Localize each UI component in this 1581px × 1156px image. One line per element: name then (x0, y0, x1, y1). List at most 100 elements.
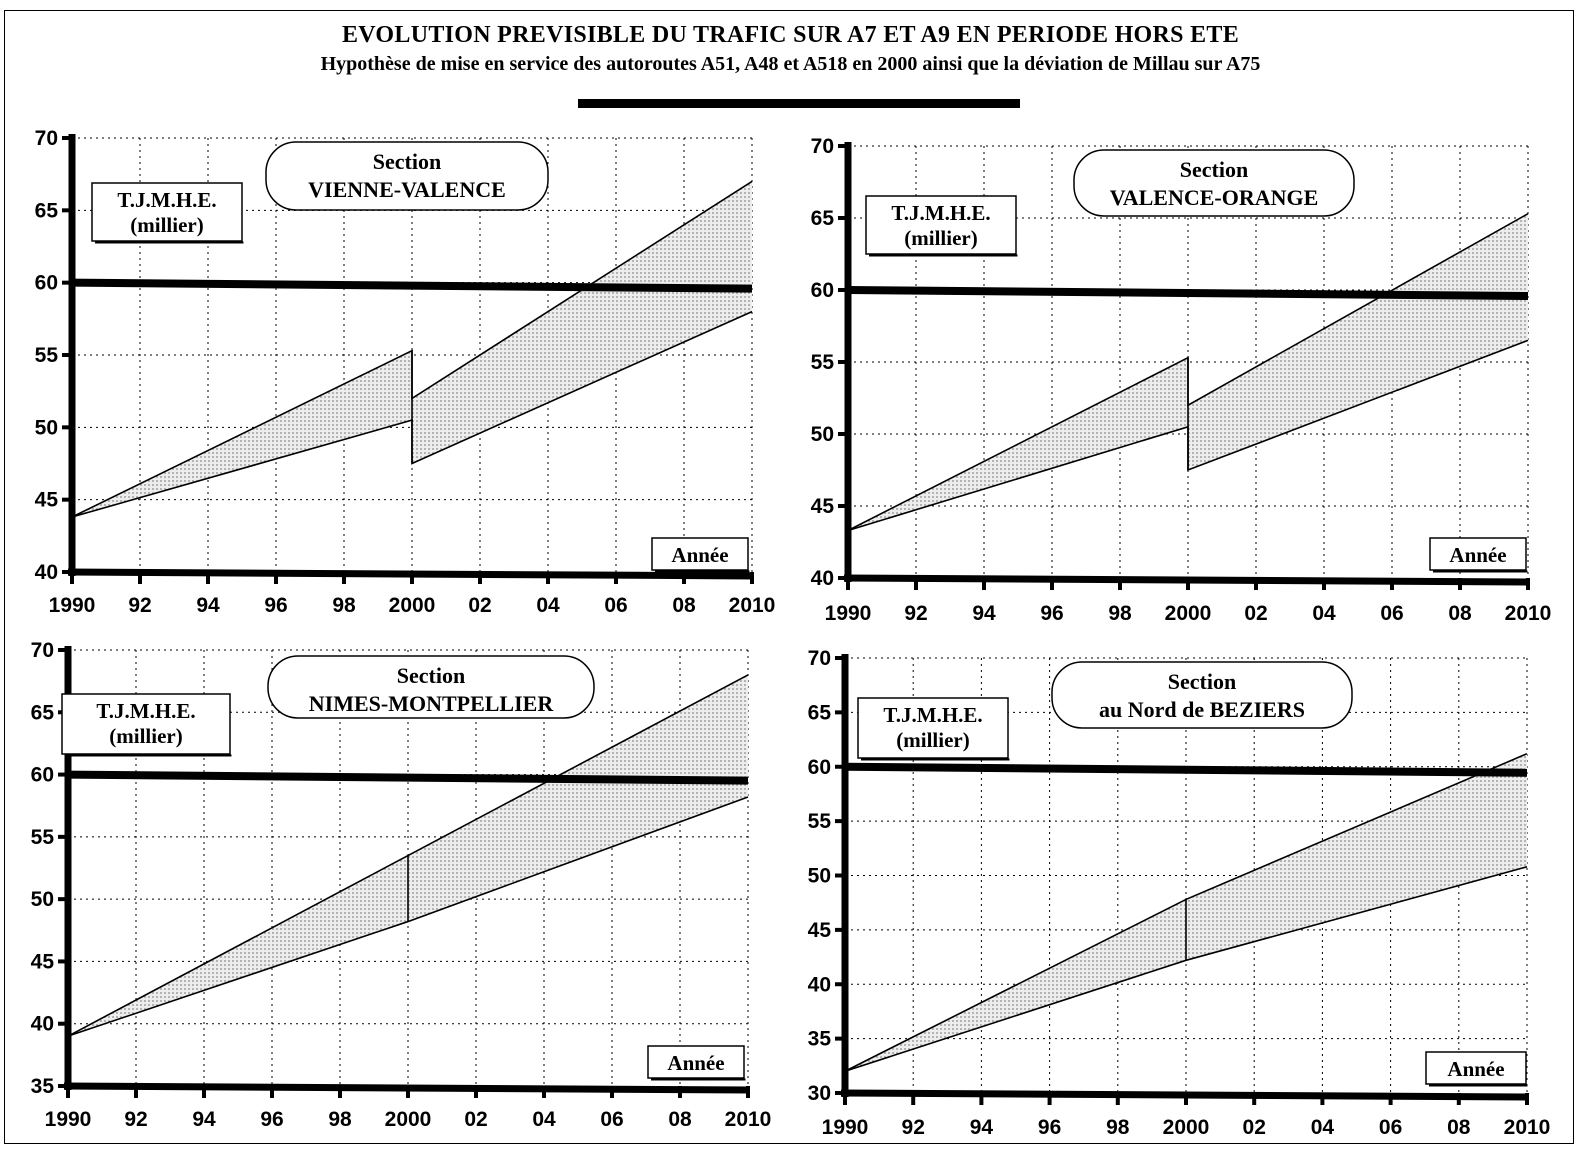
ylabel-text: T.J.M.H.E. (96, 699, 195, 723)
x-tick-label: 94 (192, 1108, 216, 1131)
section-box (265, 141, 549, 211)
y-tick-label: 70 (808, 647, 831, 670)
y-tick-label: 55 (808, 810, 832, 833)
series-line-lower (67, 796, 749, 1037)
section-label: Section (397, 663, 465, 688)
x-tick-label: 04 (1312, 602, 1336, 625)
band-area-after-2000 (1186, 753, 1527, 961)
threshold-line-60 (847, 286, 1529, 300)
x-tick-label: 06 (1380, 602, 1403, 625)
xlabel-text: Année (1447, 1057, 1504, 1081)
y-tick-label: 65 (35, 199, 59, 222)
x-tick-label: 04 (1311, 1116, 1335, 1139)
y-tick-label: 50 (808, 865, 831, 888)
x-tick-label: 98 (1106, 1116, 1130, 1139)
band-area-after-2000 (408, 674, 748, 922)
page-subtitle: Hypothèse de mise en service des autorou… (320, 53, 1261, 75)
ylabel-text: T.J.M.H.E. (891, 201, 990, 225)
threshold-line-60 (71, 278, 753, 293)
band-area-after-2000 (412, 181, 752, 464)
x-tick-label: 1990 (825, 602, 872, 625)
section-name: VALENCE-ORANGE (1110, 185, 1319, 210)
x-tick-label: 98 (1108, 602, 1132, 625)
section-label: Section (1180, 157, 1248, 182)
section-box (267, 655, 595, 719)
y-tick-label: 50 (35, 416, 58, 439)
section-label: Section (1168, 669, 1236, 694)
xlabel-box (647, 1045, 745, 1079)
x-tick-label: 92 (904, 602, 927, 625)
ylabel-box (865, 195, 1017, 255)
x-tick-label: 2000 (1163, 1116, 1210, 1139)
x-tick-label: 04 (536, 594, 560, 617)
x-tick-label: 08 (1448, 602, 1472, 625)
y-tick-label: 70 (811, 135, 834, 158)
xlabel-box (651, 537, 749, 571)
x-tick-label: 94 (972, 602, 996, 625)
x-tick-label: 06 (604, 594, 627, 617)
band-area-after-2000 (1188, 213, 1528, 470)
x-tick-label: 1990 (49, 594, 96, 617)
x-tick-label: 92 (902, 1116, 925, 1139)
page-frame (4, 10, 1574, 1144)
y-tick-label: 60 (35, 272, 58, 295)
y-tick-label: 45 (811, 495, 835, 518)
section-box (1051, 661, 1353, 729)
x-tick-label: 96 (1038, 1116, 1061, 1139)
x-tick-label: 08 (672, 594, 696, 617)
y-tick-label: 35 (31, 1075, 55, 1098)
x-tick-label: 1990 (822, 1116, 869, 1139)
y-tick-label: 45 (35, 489, 59, 512)
x-tick-label: 2010 (729, 594, 776, 617)
y-tick-label: 60 (31, 764, 54, 787)
x-tick-label: 2010 (1504, 1116, 1551, 1139)
ylabel-text: T.J.M.H.E. (117, 188, 216, 212)
ylabel-box (91, 182, 243, 242)
section-name: NIMES-MONTPELLIER (309, 691, 555, 716)
x-tick-label: 2010 (725, 1108, 772, 1131)
y-tick-label: 60 (811, 279, 834, 302)
ylabel-box (857, 697, 1009, 759)
ylabel-text: T.J.M.H.E. (883, 703, 982, 727)
section-label: Section (373, 149, 441, 174)
ylabel-unit: (millier) (130, 213, 203, 237)
x-tick-label: 1990 (45, 1108, 92, 1131)
y-tick-label: 55 (811, 351, 835, 374)
ylabel-unit: (millier) (904, 226, 977, 250)
x-tick-label: 94 (970, 1116, 994, 1139)
xlabel-text: Année (671, 543, 728, 567)
y-tick-label: 50 (31, 888, 54, 911)
y-tick-label: 55 (31, 826, 55, 849)
x-tick-label: 98 (332, 594, 356, 617)
section-name: VIENNE-VALENCE (308, 177, 506, 202)
y-tick-label: 45 (808, 919, 832, 942)
x-tick-label: 96 (264, 594, 287, 617)
ylabel-unit: (millier) (896, 728, 969, 752)
y-tick-label: 40 (811, 567, 834, 590)
y-tick-label: 45 (31, 950, 55, 973)
x-tick-label: 02 (1243, 1116, 1266, 1139)
y-tick-label: 70 (31, 639, 54, 662)
xlabel-box (1425, 1051, 1527, 1085)
x-tick-label: 96 (260, 1108, 283, 1131)
x-tick-label: 2010 (1505, 602, 1552, 625)
y-tick-label: 70 (35, 127, 58, 150)
x-tick-label: 04 (532, 1108, 556, 1131)
xlabel-box (1429, 537, 1527, 571)
ylabel-unit: (millier) (109, 724, 182, 748)
threshold-line-60 (844, 762, 1528, 777)
x-tick-label: 02 (1244, 602, 1267, 625)
section-box (1073, 149, 1355, 217)
page-title: EVOLUTION PREVISIBLE DU TRAFIC SUR A7 ET… (341, 22, 1240, 48)
x-tick-label: 02 (464, 1108, 487, 1131)
y-tick-label: 40 (31, 1013, 54, 1036)
y-tick-label: 65 (808, 701, 832, 724)
x-tick-label: 2000 (389, 594, 436, 617)
x-tick-label: 02 (468, 594, 491, 617)
y-tick-label: 65 (31, 701, 55, 724)
x-tick-label: 92 (124, 1108, 147, 1131)
y-tick-label: 55 (35, 344, 59, 367)
